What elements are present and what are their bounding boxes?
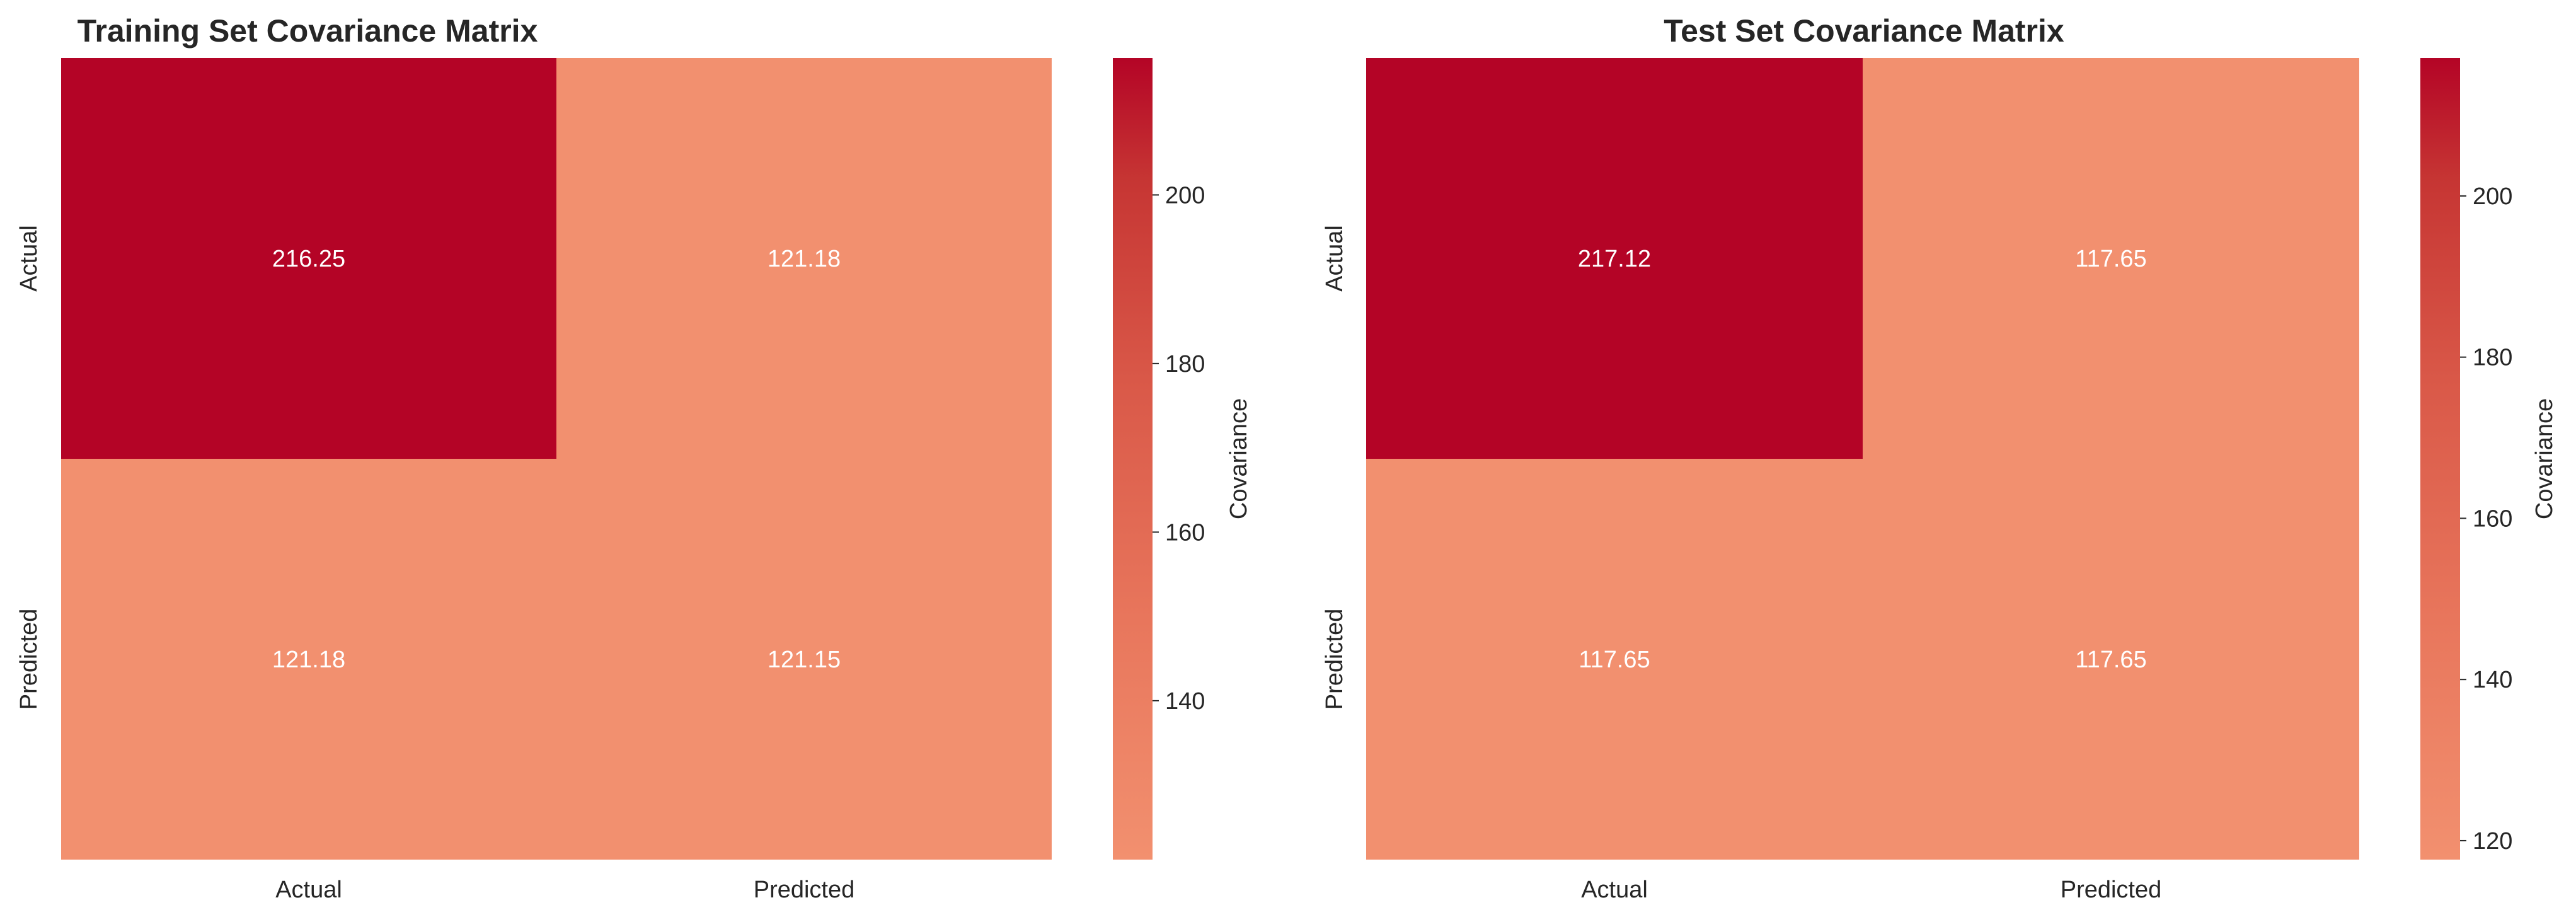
cell-annotation-1-0: 117.65 [1578,647,1650,673]
x-tick-label: Predicted [754,877,855,903]
y-tick-label: Predicted [1321,609,1348,710]
colorbar-bar [2420,58,2460,860]
cell-0-1 [1863,58,2359,459]
cell-0-1 [556,58,1052,459]
y-tick-label: Predicted [16,609,42,710]
colorbar-bar [1113,58,1153,860]
colorbar-tick-label: 200 [2473,183,2512,210]
colorbar-tick-label: 160 [2473,505,2512,532]
cell-1-0 [61,459,556,860]
colorbar-label: Covariance [2531,398,2558,519]
colorbar: 140 160 180 200 Covariance [1113,58,1252,860]
colorbar-tick-label: 140 [2473,667,2512,693]
cell-annotation-0-0: 217.12 [1578,246,1651,272]
x-tick-label: Actual [275,877,342,903]
colorbar-tick-label: 120 [2473,828,2512,855]
chart-title: Training Set Covariance Matrix [78,13,538,49]
cell-annotation-0-1: 117.65 [2075,246,2146,272]
colorbar-tick-label: 180 [1165,351,1205,377]
colorbar: 120 140 160 180 200 Covariance [2420,58,2558,860]
heatmap-cells [1366,58,2359,860]
colorbar-ticks: 120 140 160 180 200 [2460,183,2512,855]
y-tick-label: Actual [1321,225,1348,292]
cell-annotation-0-1: 121.18 [768,246,841,272]
chart-title: Test Set Covariance Matrix [1664,13,2064,49]
cell-annotation-1-1: 117.65 [2075,647,2146,673]
cell-1-1 [1863,459,2359,860]
x-tick-label: Actual [1581,877,1648,903]
colorbar-ticks: 140 160 180 200 [1153,182,1205,715]
cell-annotation-1-1: 121.15 [768,647,841,673]
y-tick-label: Actual [16,225,42,292]
colorbar-label: Covariance [1226,398,1252,519]
colorbar-tick-label: 140 [1165,688,1205,715]
cell-annotation-1-0: 121.18 [272,647,345,673]
cell-1-0 [1366,459,1863,860]
cell-1-1 [556,459,1052,860]
cell-0-0 [1366,58,1863,459]
heatmap-panel-training: Training Set Covariance Matrix 216.25 12… [16,13,1252,903]
x-tick-label: Predicted [2061,877,2162,903]
heatmap-cells [61,58,1052,860]
colorbar-tick-label: 160 [1165,519,1205,546]
cell-0-0 [61,58,556,459]
cell-annotation-0-0: 216.25 [272,246,345,272]
colorbar-tick-label: 180 [2473,345,2512,371]
heatmap-panel-test: Test Set Covariance Matrix 217.12 117.65… [1321,13,2558,903]
colorbar-tick-label: 200 [1165,182,1205,209]
